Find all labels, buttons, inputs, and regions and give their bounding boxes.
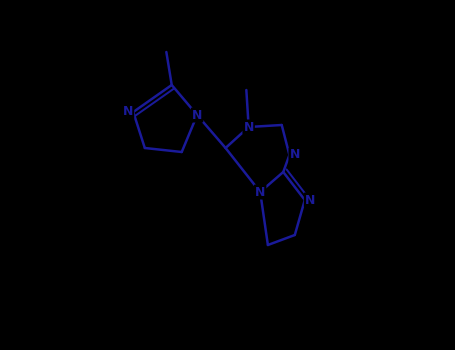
Text: N: N [123,105,133,119]
Text: N: N [192,108,202,121]
Text: N: N [243,120,254,133]
Text: N: N [255,186,265,198]
Text: N: N [289,148,300,161]
Text: N: N [305,194,315,206]
